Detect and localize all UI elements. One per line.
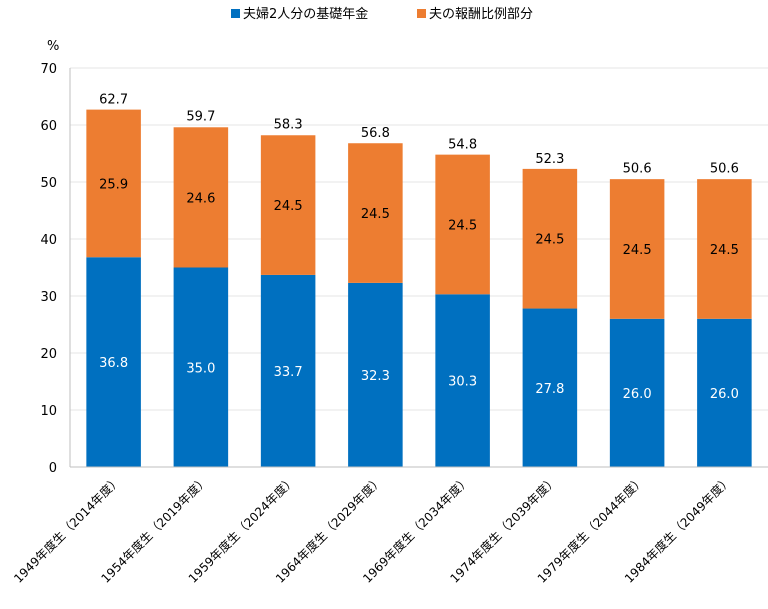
data-labels: 36.8 25.9 62.7 35.0 24.6 59.7 33.7 24.5 58.3 32.3… <box>99 93 739 402</box>
total-value-label: 56.8 <box>361 126 390 141</box>
legend-swatch-basic-pension <box>231 9 240 18</box>
bar-segment-earnings-related <box>260 135 316 275</box>
total-value-label: 62.7 <box>99 93 128 108</box>
segment-value-label: 36.8 <box>99 356 128 371</box>
segment-value-label: 26.0 <box>710 387 739 402</box>
segment-value-label: 27.8 <box>535 382 564 397</box>
segment-value-label: 26.0 <box>623 387 652 402</box>
chart-legend: 夫婦2人分の基礎年金 夫の報酬比例部分 <box>231 6 533 22</box>
x-axis-ticks: 1949年度生（2014年度）1954年度生（2019年度）1959年度生（20… <box>11 473 735 586</box>
segment-value-label: 24.6 <box>186 191 215 206</box>
bars <box>86 109 752 467</box>
segment-value-label: 35.0 <box>186 361 215 376</box>
bar-segment-basic-pension <box>697 318 752 467</box>
bar-segment-earnings-related <box>697 179 752 319</box>
bar-segment-earnings-related <box>522 168 578 309</box>
bar-segment-earnings-related <box>173 127 229 268</box>
bar-segment-basic-pension <box>260 274 316 467</box>
total-value-label: 50.6 <box>710 162 739 177</box>
total-value-label: 52.3 <box>535 152 564 167</box>
legend-label-basic-pension: 夫婦2人分の基礎年金 <box>243 6 368 22</box>
y-tick-label: 30 <box>40 290 57 305</box>
y-axis-unit: % <box>47 39 59 54</box>
bar-segment-basic-pension <box>173 267 229 467</box>
y-tick-label: 60 <box>40 119 57 134</box>
bar-segment-earnings-related <box>435 154 490 295</box>
segment-value-label: 30.3 <box>448 375 477 390</box>
segment-value-label: 32.3 <box>361 369 390 384</box>
segment-value-label: 24.5 <box>448 218 477 233</box>
y-tick-label: 50 <box>40 176 57 191</box>
y-tick-label: 20 <box>40 347 57 362</box>
y-tick-label: 10 <box>40 404 57 419</box>
bar-segment-earnings-related <box>86 109 141 258</box>
y-tick-label: 40 <box>40 233 57 248</box>
legend-label-earnings-related: 夫の報酬比例部分 <box>429 7 533 22</box>
segment-value-label: 24.5 <box>274 199 303 214</box>
y-axis-ticks: 0 10 20 30 40 50 60 70 <box>40 62 71 476</box>
bar-segment-basic-pension <box>522 308 578 467</box>
bar-segment-basic-pension <box>86 257 141 467</box>
total-value-label: 59.7 <box>186 110 215 125</box>
total-value-label: 58.3 <box>274 118 303 133</box>
segment-value-label: 24.5 <box>535 233 564 248</box>
segment-value-label: 33.7 <box>274 365 303 380</box>
segment-value-label: 24.5 <box>710 243 739 258</box>
bar-segment-basic-pension <box>435 294 490 467</box>
bar-segment-earnings-related <box>609 179 665 319</box>
y-tick-label: 70 <box>40 62 57 77</box>
bar-segment-basic-pension <box>609 318 665 467</box>
bar-segment-earnings-related <box>348 143 403 283</box>
segment-value-label: 24.5 <box>361 207 390 222</box>
legend-swatch-earnings-related <box>417 9 426 18</box>
segment-value-label: 25.9 <box>99 177 128 192</box>
segment-value-label: 24.5 <box>623 243 652 258</box>
total-value-label: 50.6 <box>623 162 652 177</box>
bar-segment-basic-pension <box>348 282 403 467</box>
total-value-label: 54.8 <box>448 138 477 153</box>
y-tick-label: 0 <box>49 461 57 476</box>
